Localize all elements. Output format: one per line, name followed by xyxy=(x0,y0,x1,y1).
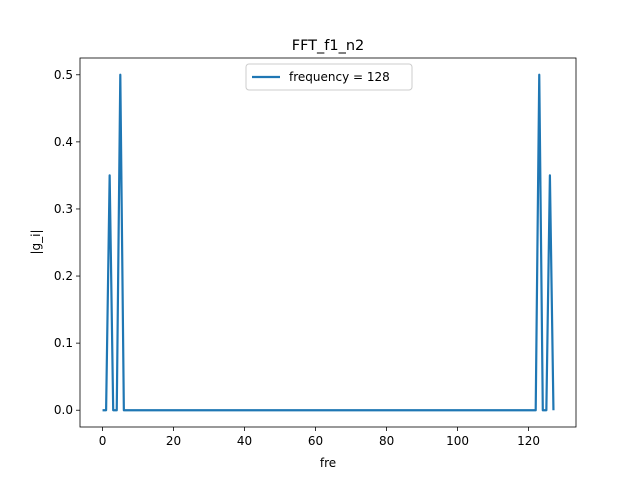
series-layer xyxy=(102,73,555,412)
legend: frequency = 128 xyxy=(245,63,413,91)
y-tick-label: 0.5 xyxy=(54,68,73,82)
axes-frame xyxy=(79,57,577,428)
legend-box xyxy=(245,63,413,91)
x-tick-label: 20 xyxy=(166,434,181,448)
x-axis-label: fre xyxy=(320,456,336,470)
y-axis-ticks: 0.0 0.1 0.2 0.3 0.4 0.5 xyxy=(54,68,80,417)
y-axis-label: |g_i| xyxy=(29,229,43,254)
x-tick-label: 80 xyxy=(379,434,394,448)
x-axis-ticks: 0 20 40 60 80 100 120 xyxy=(99,427,540,448)
y-tick-label: 0.3 xyxy=(54,202,73,216)
legend-label: frequency = 128 xyxy=(289,70,390,84)
y-tick-label: 0.4 xyxy=(54,135,73,149)
x-tick-label: 60 xyxy=(308,434,323,448)
series-line xyxy=(102,73,555,412)
x-tick-label: 40 xyxy=(237,434,252,448)
y-tick-label: 0.1 xyxy=(54,336,73,350)
x-tick-label: 100 xyxy=(446,434,469,448)
chart-title: FFT_f1_n2 xyxy=(292,38,365,54)
y-tick-label: 0.2 xyxy=(54,269,73,283)
x-tick-label: 0 xyxy=(99,434,107,448)
y-tick-label: 0.0 xyxy=(54,403,73,417)
x-tick-label: 120 xyxy=(517,434,540,448)
